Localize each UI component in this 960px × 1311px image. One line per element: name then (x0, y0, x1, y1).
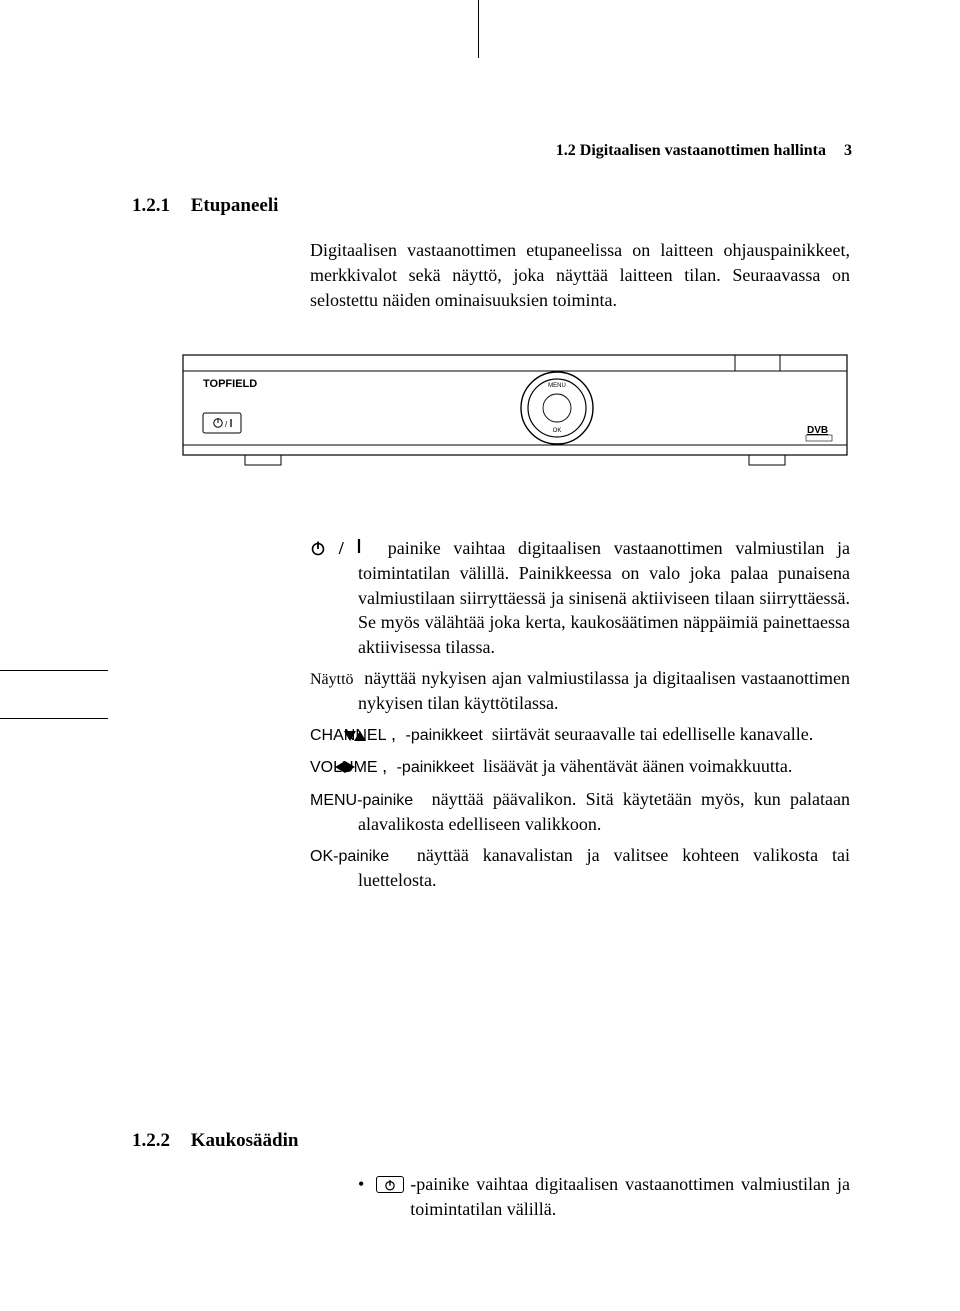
section-number-1: 1.2.1 (132, 195, 170, 216)
section-heading-1: 1.2.1 Etupaneeli (132, 195, 278, 217)
bullet-dot: • (358, 1172, 376, 1197)
remote-bullet-text: -painike vaihtaa digitaalisen vastaanott… (410, 1172, 850, 1222)
svg-text:MENU: MENU (548, 383, 566, 389)
power-icon (310, 538, 339, 558)
def-channel: CHANNEL , -painikkeet siirtävät seuraava… (310, 722, 850, 748)
crop-mark-left-2 (0, 718, 108, 719)
crop-mark-left-1 (0, 670, 108, 671)
def-channel-mid: -painikkeet (405, 727, 482, 744)
brand-label: TOPFIELD (203, 378, 257, 390)
section-title-1: Etupaneeli (191, 195, 279, 216)
running-title: 1.2 Digitaalisen vastaanottimen hallinta (556, 142, 826, 159)
def-menu: MENU-painike näyttää päävalikon. Sitä kä… (310, 787, 850, 837)
def-volume-text: lisäävät ja vähentävät äänen voimakkuutt… (483, 756, 792, 776)
def-display-text: näyttää nykyisen ajan valmiustilassa ja … (358, 668, 850, 713)
slash: / (339, 538, 357, 558)
def-display-term: Näyttö (310, 671, 354, 688)
page-number: 3 (844, 142, 852, 159)
svg-text:DVB: DVB (807, 425, 828, 436)
def-menu-text: näyttää päävalikon. Sitä käytetään myös,… (358, 789, 850, 834)
svg-text:/: / (225, 420, 228, 429)
def-power: / painike vaihtaa digitaalisen vastaanot… (310, 536, 850, 660)
def-ok-term: OK-painike (310, 848, 389, 865)
svg-text:OK: OK (553, 428, 562, 434)
power-button-icon (376, 1176, 404, 1193)
section-number-2: 1.2.2 (132, 1130, 170, 1151)
bar-icon (356, 538, 375, 558)
definitions-list: / painike vaihtaa digitaalisen vastaanot… (310, 536, 850, 898)
intro-paragraph: Digitaalisen vastaanottimen etupaneeliss… (310, 238, 850, 312)
def-power-text: painike vaihtaa digitaalisen vastaanotti… (358, 538, 850, 657)
device-illustration: TOPFIELD / MENU OK DVB (175, 345, 855, 480)
def-volume: VOLUME , -painikkeet lisäävät ja vähentä… (310, 754, 850, 780)
running-header: 1.2 Digitaalisen vastaanottimen hallinta… (556, 142, 852, 160)
def-ok: OK-painike näyttää kanavalistan ja valit… (310, 843, 850, 893)
def-volume-mid: -painikkeet (397, 759, 474, 776)
def-menu-term: MENU-painike (310, 792, 413, 809)
section-heading-2: 1.2.2 Kaukosäädin (132, 1130, 298, 1152)
def-ok-text: näyttää kanavalistan ja valitsee kohteen… (358, 845, 850, 890)
crop-mark-top (478, 0, 479, 58)
def-channel-text: siirtävät seuraavalle tai edelliselle ka… (492, 724, 813, 744)
def-display: Näyttö näyttää nykyisen ajan valmiustila… (310, 666, 850, 716)
intro-text: Digitaalisen vastaanottimen etupaneeliss… (310, 240, 850, 310)
section-title-2: Kaukosäädin (191, 1130, 299, 1151)
remote-bullet: • -painike vaihtaa digitaalisen vastaano… (358, 1172, 850, 1222)
